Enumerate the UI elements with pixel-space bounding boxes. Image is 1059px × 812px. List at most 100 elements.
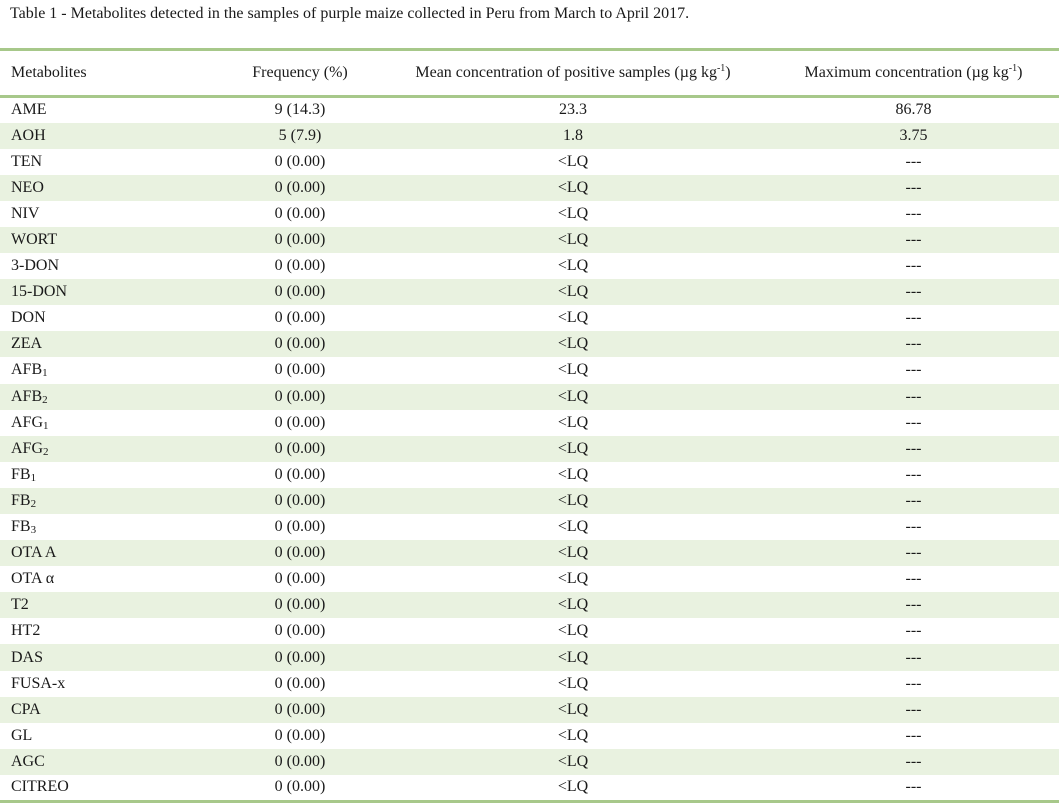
- table-row: GL 0 (0.00) <LQ ---: [0, 723, 1059, 749]
- cell-frequency: 0 (0.00): [274, 361, 326, 379]
- metabolite-name: AFB: [11, 387, 43, 405]
- table-header: Metabolites Frequency (%) Mean concentra…: [0, 49, 1059, 97]
- cell-mean-concentration: <LQ: [557, 152, 589, 170]
- cell-mean-concentration: <LQ: [557, 544, 589, 562]
- table-row: T2 0 (0.00) <LQ ---: [0, 592, 1059, 619]
- cell-frequency: 0 (0.00): [274, 674, 326, 692]
- cell-frequency: 0 (0.00): [274, 231, 326, 249]
- cell-metabolite: AFG1: [0, 410, 222, 436]
- cell-mean-concentration: <LQ: [557, 491, 589, 509]
- cell-frequency: 0 (0.00): [274, 518, 326, 536]
- cell-metabolite: FB1: [0, 462, 222, 488]
- cell-mean-concentration: <LQ: [557, 231, 589, 249]
- cell-max-concentration: ---: [905, 491, 922, 509]
- table-row: CPA 0 (0.00) <LQ ---: [0, 696, 1059, 723]
- cell-mean-concentration: <LQ: [557, 361, 589, 379]
- cell-frequency: 0 (0.00): [274, 596, 326, 614]
- table-row: OTA A 0 (0.00) <LQ ---: [0, 540, 1059, 567]
- table-caption: Table 1 - Metabolites detected in the sa…: [10, 5, 690, 22]
- table-row: NIV 0 (0.00) <LQ ---: [0, 201, 1059, 227]
- cell-metabolite: AFG2: [0, 436, 222, 462]
- metabolite-subscript: 1: [42, 367, 48, 380]
- cell-frequency: 0 (0.00): [274, 726, 326, 744]
- cell-metabolite: TEN: [0, 149, 222, 175]
- cell-mean-concentration: <LQ: [557, 570, 589, 588]
- cell-metabolite: AFB1: [0, 357, 222, 383]
- cell-metabolite: OTA A: [0, 540, 222, 566]
- metabolite-subscript: 1: [43, 419, 49, 432]
- cell-max-concentration: ---: [905, 361, 922, 379]
- metabolite-name: TEN: [11, 152, 43, 170]
- cell-max-concentration: ---: [905, 413, 922, 431]
- table-row: HT2 0 (0.00) <LQ ---: [0, 618, 1059, 644]
- cell-max-concentration: 86.78: [895, 101, 932, 119]
- table-row: AFG1 0 (0.00) <LQ ---: [0, 410, 1059, 436]
- cell-frequency: 0 (0.00): [274, 622, 326, 640]
- cell-frequency: 0 (0.00): [274, 413, 326, 431]
- metabolite-name: AFG: [11, 439, 44, 457]
- cell-mean-concentration: <LQ: [557, 335, 589, 353]
- cell-metabolite: OTA α: [0, 566, 222, 592]
- cell-mean-concentration: <LQ: [557, 778, 589, 796]
- cell-max-concentration: ---: [905, 152, 922, 170]
- cell-frequency: 0 (0.00): [274, 465, 326, 483]
- cell-mean-concentration: <LQ: [557, 622, 589, 640]
- cell-mean-concentration: <LQ: [557, 518, 589, 536]
- metabolite-name: ZEA: [11, 335, 43, 353]
- cell-max-concentration: ---: [905, 544, 922, 562]
- cell-frequency: 9 (14.3): [274, 101, 326, 119]
- metabolite-name: WORT: [11, 231, 58, 249]
- cell-metabolite: NIV: [0, 201, 222, 227]
- cell-mean-concentration: 1.8: [563, 126, 583, 144]
- cell-max-concentration: ---: [905, 257, 922, 275]
- metabolite-name: NEO: [11, 178, 44, 196]
- metabolite-name: FUSA-x: [11, 674, 66, 692]
- cell-mean-concentration: <LQ: [557, 674, 589, 692]
- metabolite-name: FB: [11, 518, 31, 536]
- header-mean-concentration: Mean concentration of positive samples (…: [378, 50, 768, 97]
- metabolite-name: 15-DON: [11, 283, 67, 301]
- table-row: FB3 0 (0.00) <LQ ---: [0, 514, 1059, 540]
- cell-frequency: 0 (0.00): [274, 648, 326, 666]
- cell-metabolite: CPA: [0, 697, 222, 723]
- table-row: AOH 5 (7.9) 1.8 3.75: [0, 122, 1059, 149]
- header-mean-close: ): [725, 64, 731, 81]
- cell-frequency: 0 (0.00): [274, 204, 326, 222]
- metabolite-subscript: 2: [42, 393, 48, 406]
- cell-max-concentration: ---: [905, 752, 922, 770]
- header-frequency: Frequency (%): [252, 64, 348, 81]
- metabolite-name: HT2: [11, 622, 41, 640]
- metabolite-name: CPA: [11, 700, 41, 718]
- table-row: DAS 0 (0.00) <LQ ---: [0, 644, 1059, 671]
- cell-frequency: 0 (0.00): [274, 544, 326, 562]
- cell-max-concentration: ---: [905, 700, 922, 718]
- table-row: 3-DON 0 (0.00) <LQ ---: [0, 253, 1059, 279]
- cell-max-concentration: ---: [905, 283, 922, 301]
- cell-frequency: 0 (0.00): [274, 178, 326, 196]
- metabolites-table: Metabolites Frequency (%) Mean concentra…: [0, 48, 1059, 803]
- table-row: ZEA 0 (0.00) <LQ ---: [0, 331, 1059, 358]
- cell-metabolite: ZEA: [0, 331, 222, 357]
- header-max-text: Maximum concentration (µg kg: [804, 64, 1009, 81]
- metabolite-name: AGC: [11, 752, 45, 770]
- header-max-close: ): [1017, 64, 1023, 81]
- cell-metabolite: CITREO: [0, 775, 222, 801]
- header-mean-text: Mean concentration of positive samples (…: [415, 64, 717, 81]
- cell-max-concentration: ---: [905, 518, 922, 536]
- cell-metabolite: 15-DON: [0, 279, 222, 305]
- table-row: FB1 0 (0.00) <LQ ---: [0, 462, 1059, 488]
- table-row: AME 9 (14.3) 23.3 86.78: [0, 97, 1059, 123]
- header-row: Metabolites Frequency (%) Mean concentra…: [0, 49, 1059, 97]
- cell-frequency: 0 (0.00): [274, 752, 326, 770]
- cell-mean-concentration: 23.3: [559, 101, 587, 119]
- cell-metabolite: FB2: [0, 488, 222, 514]
- cell-frequency: 0 (0.00): [274, 387, 326, 405]
- cell-frequency: 0 (0.00): [274, 491, 326, 509]
- table-row: NEO 0 (0.00) <LQ ---: [0, 174, 1059, 201]
- table-row: FUSA-x 0 (0.00) <LQ ---: [0, 671, 1059, 697]
- cell-frequency: 0 (0.00): [274, 283, 326, 301]
- cell-metabolite: GL: [0, 723, 222, 749]
- metabolite-name: AFB: [11, 361, 43, 379]
- header-max-sup: -1: [1008, 63, 1018, 74]
- cell-metabolite: HT2: [0, 618, 222, 644]
